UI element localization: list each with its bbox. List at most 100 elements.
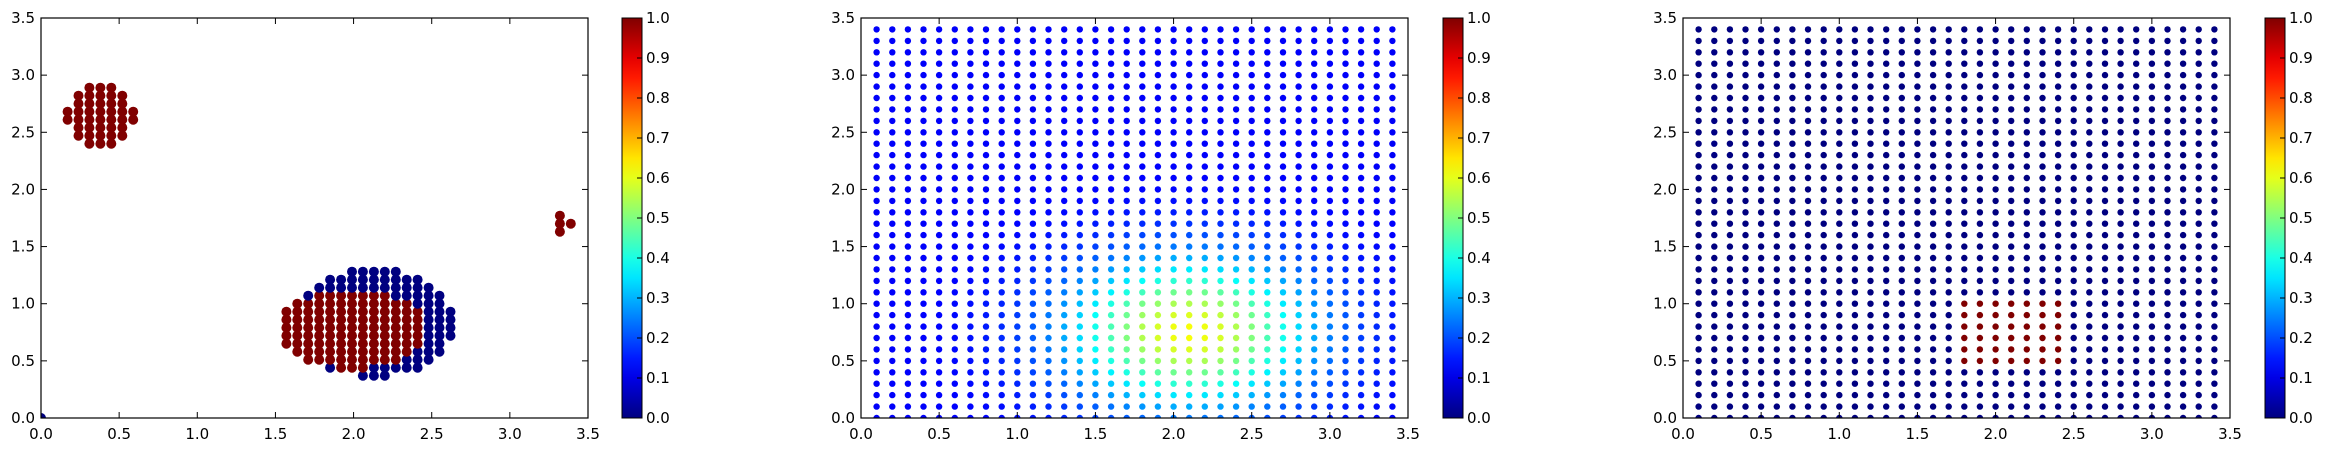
scatter-point: [1107, 277, 1115, 285]
scatter-point: [1092, 300, 1099, 307]
scatter-point: [1217, 380, 1224, 387]
scatter-point: [904, 391, 912, 399]
scatter-point: [904, 186, 912, 193]
scatter-point: [1186, 403, 1193, 410]
scatter-point: [390, 298, 401, 309]
scatter-point: [998, 254, 1005, 262]
scatter-point: [1342, 391, 1349, 399]
scatter-point: [2086, 94, 2093, 102]
colorbar-tick-label: 0.3: [2289, 289, 2313, 307]
scatter-point: [1357, 391, 1365, 399]
scatter-point: [1929, 231, 1937, 239]
scatter-point: [2117, 106, 2124, 113]
scatter-point: [2148, 266, 2156, 273]
scatter-point: [2039, 117, 2046, 125]
scatter-point: [1773, 186, 1781, 193]
scatter-point: [2054, 186, 2062, 193]
scatter-point: [1389, 414, 1396, 418]
colorbar-tick-label: 0.3: [1467, 289, 1491, 307]
scatter-point: [1898, 106, 1906, 113]
scatter-point: [951, 129, 958, 136]
scatter-point: [1217, 277, 1224, 285]
scatter-point: [281, 322, 292, 333]
y-tick-label: 0.5: [1653, 352, 1677, 370]
scatter-point: [1976, 243, 1984, 250]
scatter-point: [1836, 186, 1843, 193]
scatter-point: [2195, 117, 2202, 125]
scatter-point: [889, 414, 896, 418]
scatter-point: [1789, 231, 1796, 239]
scatter-point: [95, 90, 106, 101]
scatter-point: [967, 106, 974, 113]
scatter-point: [1945, 311, 1952, 319]
scatter-point: [2164, 243, 2171, 250]
scatter-point: [1929, 277, 1937, 285]
scatter-point: [2211, 277, 2218, 285]
scatter-point: [1061, 243, 1068, 250]
scatter-point: [1342, 209, 1349, 216]
scatter-point: [1139, 414, 1146, 418]
scatter-point: [1695, 231, 1702, 239]
scatter-point: [1154, 300, 1162, 307]
scatter-point: [1373, 94, 1380, 102]
scatter-point: [1836, 323, 1843, 330]
scatter-point: [1326, 220, 1334, 227]
scatter-point: [1836, 277, 1843, 285]
scatter-point: [2117, 209, 2124, 216]
scatter-point: [889, 197, 896, 205]
scatter-point: [873, 334, 880, 342]
scatter-point: [1851, 414, 1859, 418]
scatter-point: [325, 338, 336, 349]
scatter-point: [2211, 60, 2218, 67]
scatter-point: [1757, 266, 1765, 273]
scatter-point: [1883, 71, 1890, 79]
scatter-point: [1961, 106, 1968, 113]
scatter-point: [2008, 334, 2015, 342]
scatter-point: [2179, 311, 2187, 319]
scatter-point: [1773, 174, 1781, 182]
scatter-point: [982, 49, 990, 56]
scatter-point: [106, 98, 117, 109]
scatter-point: [1342, 83, 1349, 90]
scatter-point: [1711, 83, 1718, 90]
scatter-point: [904, 197, 912, 205]
y-tick-label: 0.5: [11, 352, 35, 370]
scatter-point: [1773, 163, 1781, 170]
scatter-point: [1295, 151, 1302, 159]
scatter-point: [1279, 311, 1287, 319]
scatter-point: [982, 220, 990, 227]
scatter-point: [967, 83, 974, 90]
scatter-point: [2008, 414, 2015, 418]
scatter-point: [2008, 151, 2015, 159]
scatter-point: [1061, 26, 1068, 33]
scatter-point: [1357, 26, 1365, 33]
scatter-point: [2070, 334, 2077, 342]
scatter-point: [1961, 403, 1968, 410]
scatter-point: [1867, 403, 1874, 410]
y-tick-label: 1.5: [831, 238, 855, 256]
scatter-point: [1264, 37, 1271, 45]
scatter-point: [1726, 26, 1734, 33]
scatter-point: [1342, 311, 1349, 319]
scatter-point: [84, 82, 95, 93]
scatter-point: [967, 334, 974, 342]
scatter-point: [1961, 151, 1968, 159]
scatter-point: [1061, 186, 1068, 193]
scatter-point: [2179, 254, 2187, 262]
scatter-point: [1201, 380, 1209, 387]
scatter-point: [1076, 106, 1084, 113]
scatter-point: [2195, 94, 2202, 102]
scatter-point: [1757, 254, 1765, 262]
scatter-point: [1357, 300, 1365, 307]
scatter-point: [951, 391, 958, 399]
scatter-point: [434, 330, 445, 341]
scatter-point: [1945, 414, 1952, 418]
scatter-point: [1883, 94, 1890, 102]
scatter-point: [2133, 289, 2140, 296]
scatter-point: [1342, 140, 1349, 147]
scatter-point: [1757, 380, 1765, 387]
scatter-point: [1945, 403, 1952, 410]
scatter-point: [1820, 163, 1827, 170]
scatter-point: [1248, 403, 1255, 410]
